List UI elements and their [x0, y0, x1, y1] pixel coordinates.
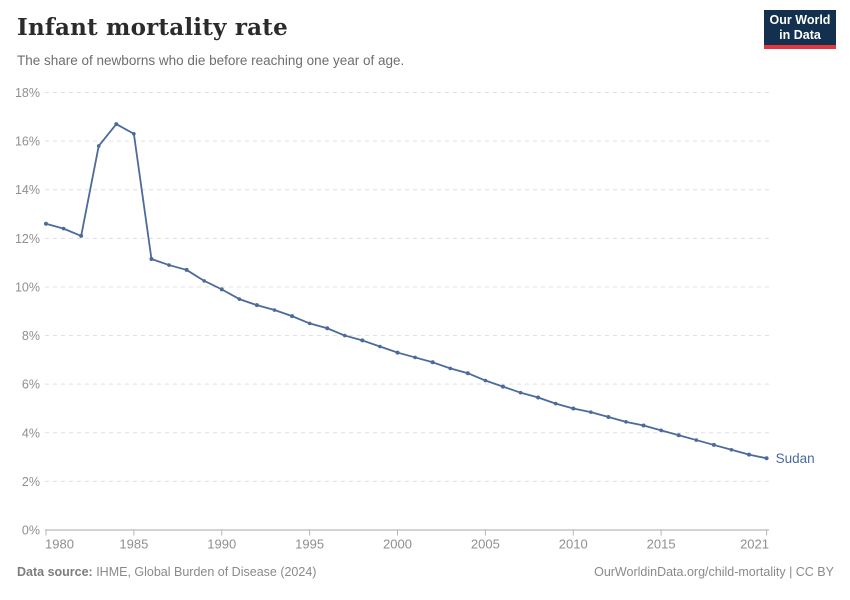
- data-point[interactable]: [571, 406, 576, 411]
- y-axis-tick-label: 6%: [22, 378, 40, 392]
- data-source-label: Data source:: [17, 565, 93, 579]
- y-axis-tick-label: 14%: [15, 183, 40, 197]
- data-point[interactable]: [747, 452, 752, 457]
- data-point[interactable]: [167, 263, 171, 267]
- data-point[interactable]: [659, 428, 663, 433]
- data-point[interactable]: [184, 267, 189, 272]
- data-point[interactable]: [96, 144, 101, 148]
- data-point[interactable]: [272, 308, 277, 312]
- data-point[interactable]: [307, 321, 312, 326]
- owid-logo-line1: Our World: [769, 12, 831, 27]
- owid-logo[interactable]: Our World in Data: [764, 10, 836, 49]
- data-point[interactable]: [360, 338, 365, 343]
- data-point[interactable]: [219, 287, 224, 292]
- data-point[interactable]: [448, 366, 453, 371]
- data-point[interactable]: [764, 456, 769, 461]
- data-point[interactable]: [79, 233, 84, 238]
- y-axis-tick-label: 8%: [22, 329, 40, 343]
- page-subtitle: The share of newborns who die before rea…: [17, 53, 405, 68]
- data-point[interactable]: [483, 378, 488, 383]
- data-point[interactable]: [589, 410, 593, 414]
- data-point[interactable]: [61, 226, 66, 231]
- x-axis-tick-label: 1985: [119, 537, 148, 552]
- data-point[interactable]: [676, 433, 681, 438]
- y-axis-tick-label: 2%: [22, 475, 40, 489]
- data-point[interactable]: [237, 297, 242, 301]
- data-point[interactable]: [254, 303, 259, 308]
- data-point[interactable]: [729, 447, 734, 452]
- data-source-note: Data source: IHME, Global Burden of Dise…: [17, 565, 316, 579]
- data-point[interactable]: [378, 344, 382, 349]
- x-axis-tick-label: 2010: [559, 537, 588, 552]
- data-point[interactable]: [149, 256, 154, 261]
- data-point[interactable]: [694, 438, 699, 442]
- data-point[interactable]: [325, 326, 330, 331]
- data-point[interactable]: [711, 442, 716, 447]
- data-point[interactable]: [500, 384, 505, 389]
- y-axis-tick-label: 10%: [15, 280, 40, 294]
- chart-footer: Data source: IHME, Global Burden of Dise…: [17, 565, 834, 579]
- data-point[interactable]: [430, 360, 435, 365]
- x-axis-tick-label: 1990: [207, 537, 236, 552]
- data-point[interactable]: [465, 371, 470, 376]
- data-point[interactable]: [413, 355, 417, 360]
- y-axis-tick-label: 0%: [22, 524, 40, 538]
- page-title: Infant mortality rate: [17, 14, 288, 41]
- y-axis-tick-label: 18%: [15, 86, 40, 100]
- data-source-text: IHME, Global Burden of Disease (2024): [92, 565, 317, 579]
- x-axis-tick-label: 1995: [295, 537, 324, 552]
- series-end-label[interactable]: Sudan: [776, 451, 815, 466]
- data-point[interactable]: [606, 414, 611, 419]
- data-point[interactable]: [290, 314, 295, 319]
- x-axis-tick-label: 2000: [383, 537, 412, 552]
- data-point[interactable]: [114, 122, 119, 127]
- data-point[interactable]: [536, 395, 541, 400]
- x-axis-tick-label: 2015: [647, 537, 676, 552]
- x-axis-tick-label: 1980: [45, 537, 74, 552]
- data-point[interactable]: [518, 390, 523, 395]
- data-point[interactable]: [641, 423, 646, 428]
- credit-link[interactable]: OurWorldinData.org/child-mortality | CC …: [594, 565, 834, 579]
- data-point[interactable]: [342, 333, 347, 338]
- data-point[interactable]: [395, 350, 400, 355]
- x-axis-tick-label: 2005: [471, 537, 500, 552]
- data-point[interactable]: [553, 401, 558, 406]
- y-axis-tick-label: 12%: [15, 232, 40, 246]
- data-point[interactable]: [132, 132, 136, 136]
- owid-logo-line2: in Data: [779, 27, 821, 42]
- y-axis-tick-label: 16%: [15, 135, 40, 149]
- series-line-sudan[interactable]: [45, 123, 768, 460]
- x-axis-tick-label: 2021: [740, 537, 769, 552]
- data-point[interactable]: [44, 221, 48, 226]
- data-point[interactable]: [624, 420, 628, 424]
- y-axis-tick-label: 4%: [22, 426, 40, 440]
- data-point[interactable]: [202, 279, 206, 283]
